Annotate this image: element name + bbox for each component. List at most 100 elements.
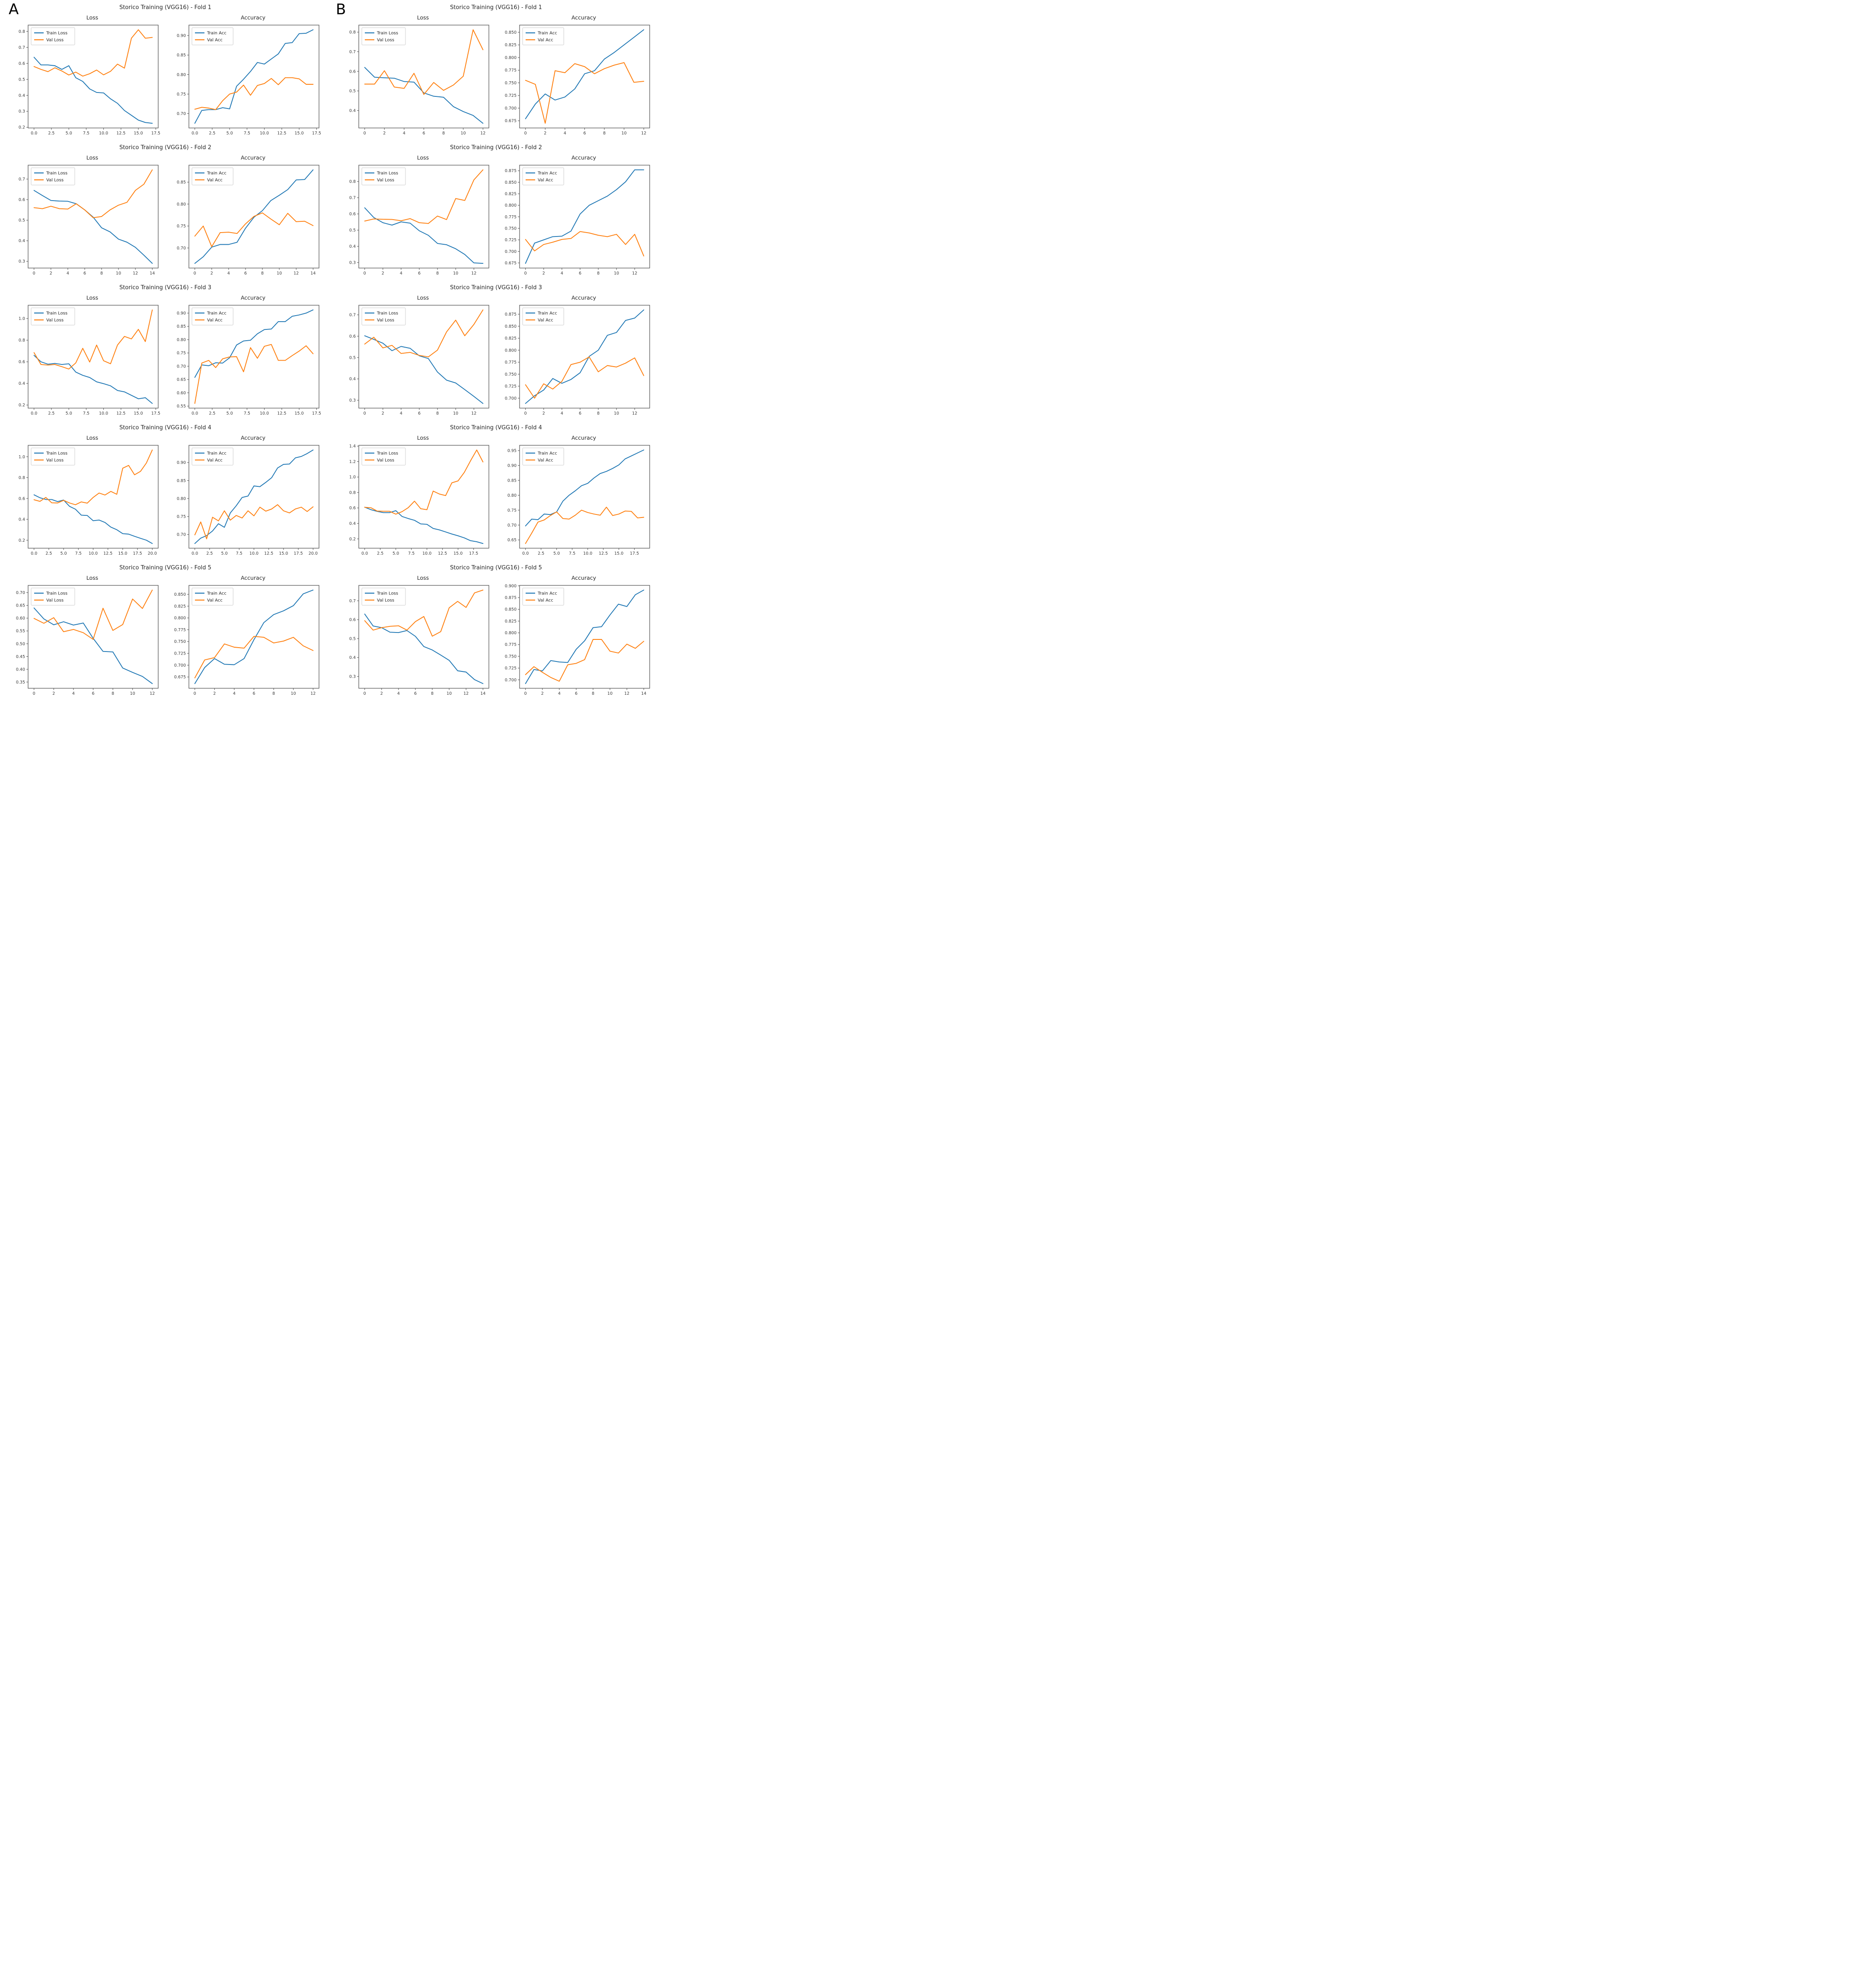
svg-text:0.825: 0.825 [174, 604, 185, 609]
loss-title: Loss [86, 575, 99, 581]
svg-text:0.3: 0.3 [349, 261, 355, 265]
svg-text:12: 12 [133, 271, 138, 276]
svg-text:10.0: 10.0 [99, 411, 108, 416]
svg-text:6: 6 [244, 271, 246, 276]
svg-text:0.675: 0.675 [504, 119, 516, 124]
svg-text:0.700: 0.700 [504, 396, 516, 401]
svg-text:0: 0 [363, 691, 366, 696]
panel-a-fold-1: Storico Training (VGG16) - Fold 1 Loss 0… [0, 0, 331, 140]
svg-text:17.5: 17.5 [312, 411, 321, 416]
svg-text:8: 8 [436, 411, 439, 416]
svg-text:17.5: 17.5 [630, 551, 639, 556]
a-fold4-loss-figure: Loss 0.2 0.4 0.6 0.8 1.0 0.0 2.5 5.0 7.5 10.0 12.5… [8, 434, 162, 559]
svg-text:15.0: 15.0 [614, 551, 623, 556]
panel-a-fold-5: Storico Training (VGG16) - Fold 5 Loss 0… [0, 560, 331, 700]
svg-text:15.0: 15.0 [294, 411, 303, 416]
svg-text:10.0: 10.0 [422, 551, 431, 556]
svg-text:0.3: 0.3 [349, 674, 355, 679]
svg-text:2: 2 [380, 691, 383, 696]
svg-text:0.850: 0.850 [174, 592, 185, 597]
svg-text:0.850: 0.850 [504, 180, 516, 185]
svg-text:12.5: 12.5 [116, 411, 125, 416]
svg-text:10.0: 10.0 [249, 551, 258, 556]
svg-text:0.4: 0.4 [349, 521, 355, 526]
svg-text:0.45: 0.45 [16, 655, 25, 659]
fold-suptitle: Storico Training (VGG16) - Fold 1 [119, 4, 211, 11]
b-fold5-loss-chart: 0.3 0.4 0.5 0.6 0.7 0 2 4 6 8 10 12 14 Train Loss Val … [339, 582, 493, 700]
svg-text:0.7: 0.7 [349, 313, 355, 318]
svg-text:0.900: 0.900 [504, 584, 516, 588]
b-fold4-accuracy-figure: Accuracy 0.65 0.70 0.75 0.80 0.85 0.90 0.95 0.0… [500, 434, 654, 559]
svg-text:6: 6 [422, 131, 425, 136]
svg-text:2: 2 [542, 271, 545, 276]
svg-text:0.5: 0.5 [349, 228, 355, 233]
svg-text:0.65: 0.65 [507, 538, 516, 543]
accuracy-title: Accuracy [240, 434, 266, 441]
svg-text:0.90: 0.90 [176, 34, 185, 38]
svg-text:10.0: 10.0 [99, 131, 108, 136]
svg-text:0.4: 0.4 [349, 244, 355, 249]
svg-text:10.0: 10.0 [88, 551, 97, 556]
svg-text:0.800: 0.800 [504, 348, 516, 353]
svg-text:5.0: 5.0 [60, 551, 67, 556]
svg-text:Val Loss: Val Loss [46, 598, 64, 603]
svg-text:0.35: 0.35 [16, 680, 25, 685]
svg-text:14: 14 [480, 691, 485, 696]
svg-text:0.775: 0.775 [504, 360, 516, 365]
svg-text:10: 10 [130, 691, 135, 696]
svg-text:10: 10 [453, 271, 458, 276]
svg-text:10: 10 [277, 271, 282, 276]
svg-text:6: 6 [574, 691, 577, 696]
accuracy-title: Accuracy [240, 294, 266, 301]
svg-text:10: 10 [607, 691, 613, 696]
svg-text:0.850: 0.850 [504, 30, 516, 35]
svg-text:2: 2 [544, 131, 546, 136]
b-fold2-loss-figure: Loss 0.3 0.4 0.5 0.6 0.7 0.8 0 2 4 6 8 10 12 Train Lo… [339, 154, 493, 279]
loss-title: Loss [417, 294, 429, 301]
loss-title: Loss [86, 294, 99, 301]
svg-text:6: 6 [252, 691, 255, 696]
panel-b-fold-2: Storico Training (VGG16) - Fold 2 Loss 0… [331, 140, 661, 280]
charts-grid: Storico Training (VGG16) - Fold 1 Loss 0… [0, 0, 661, 700]
svg-text:Train Loss: Train Loss [46, 451, 67, 456]
svg-text:6: 6 [414, 691, 416, 696]
svg-text:0.4: 0.4 [349, 655, 355, 660]
fold-suptitle: Storico Training (VGG16) - Fold 2 [450, 144, 542, 151]
svg-text:0.85: 0.85 [507, 478, 516, 483]
svg-text:0.70: 0.70 [16, 591, 25, 595]
svg-text:0.6: 0.6 [349, 69, 355, 74]
svg-text:0.700: 0.700 [504, 249, 516, 254]
a-fold1-loss-chart: 0.2 0.3 0.4 0.5 0.6 0.7 0.8 0.0 2.5 5.0 7.5 10.0 12.… [8, 22, 162, 139]
svg-text:0.0: 0.0 [191, 131, 198, 136]
accuracy-title: Accuracy [240, 14, 266, 21]
svg-text:12: 12 [624, 691, 629, 696]
b-fold1-accuracy-figure: Accuracy 0.675 0.700 0.725 0.750 0.775 0.800 0… [500, 14, 654, 139]
svg-text:0.2: 0.2 [18, 538, 25, 543]
svg-text:15.0: 15.0 [279, 551, 288, 556]
svg-text:Val Acc: Val Acc [207, 38, 223, 42]
svg-text:Train Loss: Train Loss [376, 311, 398, 316]
svg-text:2.5: 2.5 [48, 131, 54, 136]
svg-text:4: 4 [560, 411, 563, 416]
svg-text:12: 12 [310, 691, 316, 696]
svg-text:0.725: 0.725 [174, 652, 185, 656]
svg-text:12.5: 12.5 [277, 411, 286, 416]
svg-text:0.5: 0.5 [18, 218, 25, 223]
svg-text:4: 4 [72, 691, 74, 696]
svg-text:7.5: 7.5 [236, 551, 242, 556]
svg-text:0.800: 0.800 [504, 631, 516, 636]
svg-text:0.70: 0.70 [176, 112, 185, 116]
svg-text:12: 12 [641, 131, 646, 136]
svg-text:2: 2 [542, 411, 545, 416]
svg-text:Val Acc: Val Acc [207, 598, 223, 603]
svg-text:0.7: 0.7 [18, 45, 25, 50]
b-fold2-accuracy-chart: 0.675 0.700 0.725 0.750 0.775 0.800 0.825 0.850… [500, 162, 654, 279]
svg-text:0.8: 0.8 [18, 476, 25, 480]
svg-text:0: 0 [524, 691, 526, 696]
svg-text:0.40: 0.40 [16, 667, 25, 672]
svg-text:0.7: 0.7 [349, 196, 355, 201]
svg-text:0: 0 [32, 691, 35, 696]
b-fold1-accuracy-chart: 0.675 0.700 0.725 0.750 0.775 0.800 0.825 0.850… [500, 22, 654, 139]
svg-text:10: 10 [447, 691, 452, 696]
b-fold2-accuracy-figure: Accuracy 0.675 0.700 0.725 0.750 0.775 0.800 0… [500, 154, 654, 279]
